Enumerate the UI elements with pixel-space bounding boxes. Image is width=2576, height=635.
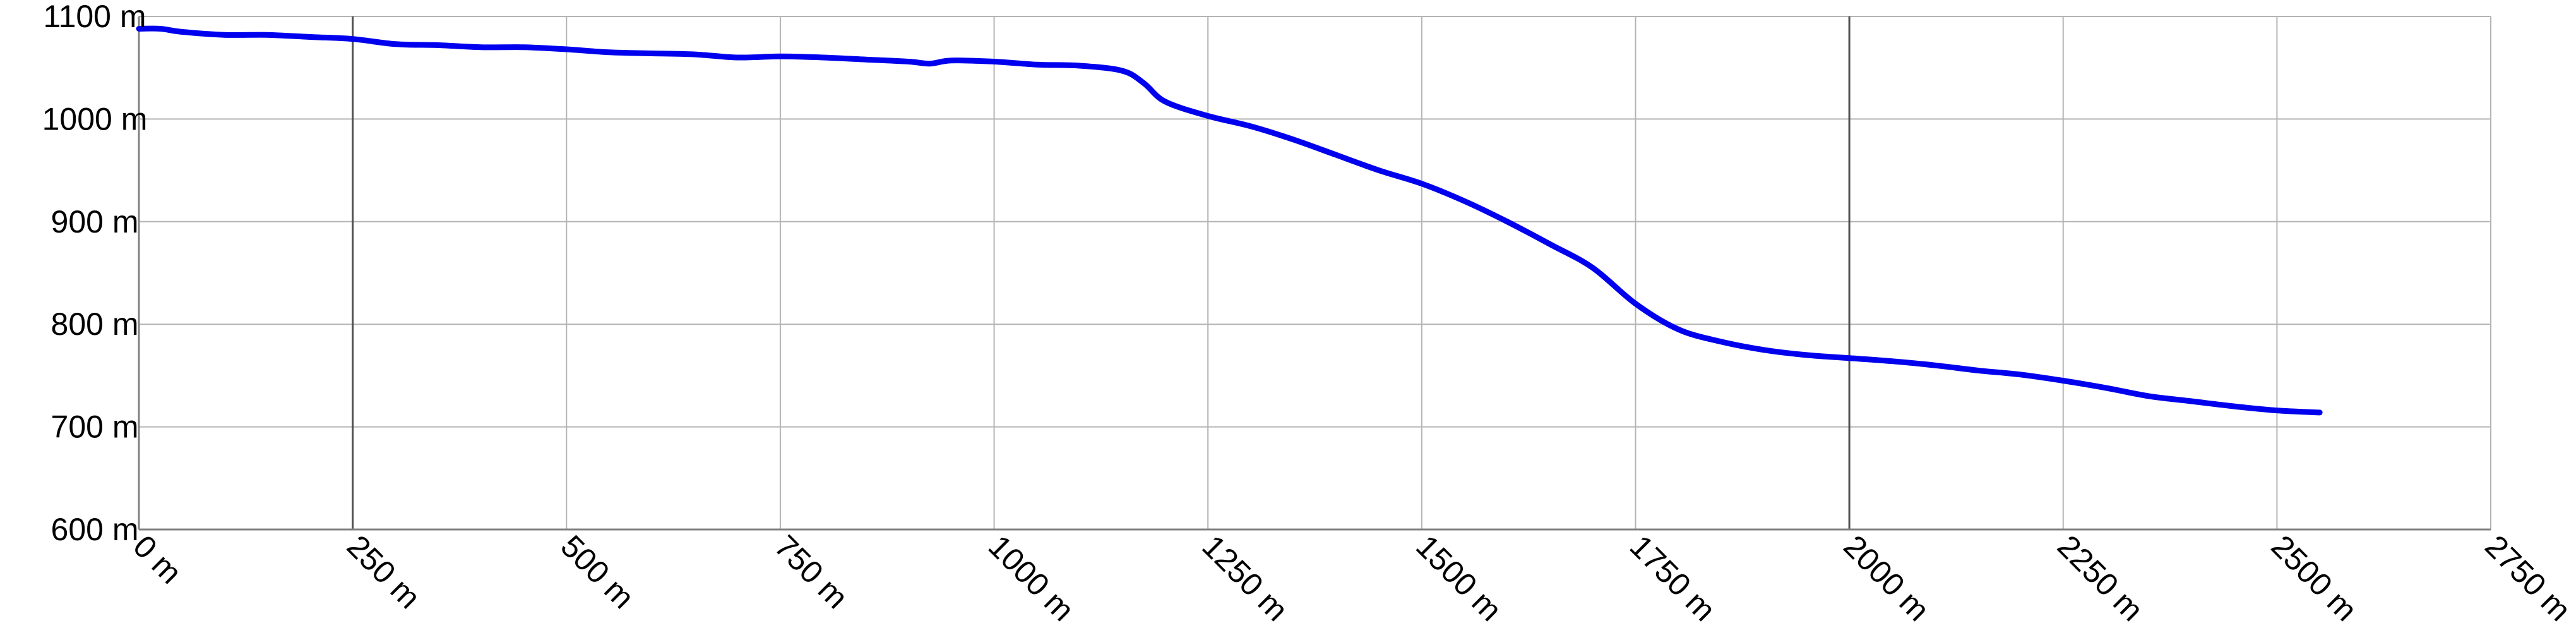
elevation-series-line: [136, 25, 2323, 416]
x-tick-label: 1250 m: [1195, 528, 1295, 628]
x-tick-label: 250 m: [340, 528, 427, 615]
x-tick-label: 1750 m: [1623, 528, 1723, 628]
x-tick-label: 2750 m: [2478, 528, 2576, 628]
y-tick-label: 1100 m: [43, 0, 146, 34]
x-tick-label: 2000 m: [1837, 528, 1936, 628]
y-tick-label: 600 m: [51, 512, 139, 547]
x-tick-label: 2500 m: [2265, 528, 2364, 628]
y-tick-label: 700 m: [51, 409, 139, 445]
series-layer: [136, 25, 2323, 416]
y-tick-label: 1000 m: [42, 101, 148, 136]
grid-layer: [138, 16, 2491, 530]
axis-layer: [138, 16, 2491, 531]
x-tick-label: 750 m: [768, 528, 855, 615]
x-tick-label: 1500 m: [1409, 528, 1509, 628]
x-tick-label: 500 m: [554, 528, 641, 615]
x-tick-label: 2250 m: [2051, 528, 2150, 628]
y-tick-label: 900 m: [51, 204, 139, 239]
y-tick-label: 800 m: [51, 306, 139, 342]
x-tick-label: 1000 m: [982, 528, 1082, 628]
